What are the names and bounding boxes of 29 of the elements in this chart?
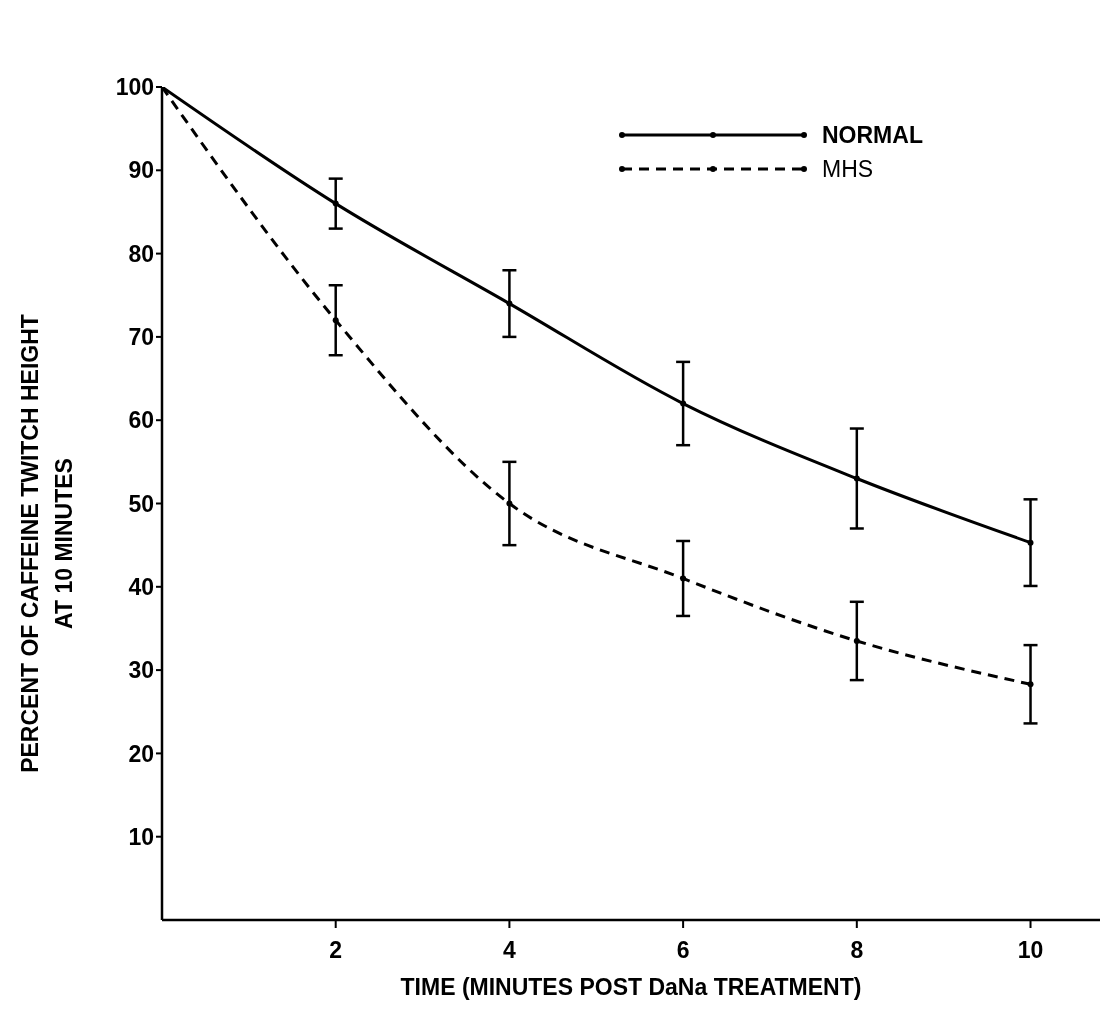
y-tick-label: 10 — [128, 823, 154, 850]
y-tick-label: 100 — [115, 74, 154, 101]
point — [1027, 539, 1034, 546]
y-tick-label: 40 — [128, 573, 154, 600]
legend-label: MHS — [822, 155, 874, 183]
x-axis-title: TIME (MINUTES POST DaNa TREATMENT) — [400, 974, 862, 1000]
legend-label: NORMAL — [822, 121, 923, 149]
point — [853, 637, 860, 644]
y-tick-label: 90 — [128, 157, 154, 184]
x-tick-label: 8 — [850, 937, 864, 964]
x-tick-label: 4 — [503, 937, 517, 964]
y-tick-label: 80 — [128, 240, 154, 267]
y-tick-label: 20 — [128, 740, 154, 767]
y-tick-label: 30 — [128, 657, 154, 684]
x-tick-label: 10 — [1017, 937, 1044, 964]
y-tick-label: 70 — [128, 324, 154, 351]
point — [332, 200, 339, 207]
y-tick-label: 60 — [128, 407, 154, 434]
point — [680, 400, 687, 407]
x-tick-label: 2 — [329, 937, 343, 964]
point — [506, 500, 513, 507]
point — [506, 300, 513, 307]
point — [1027, 681, 1034, 688]
x-tick-label: 6 — [676, 937, 690, 964]
y-tick-label: 50 — [128, 490, 154, 517]
y-axis-title: PERCENT OF CAFFEINE TWITCH HEIGHT AT 10 MINUTES — [17, 314, 77, 773]
point — [853, 475, 860, 482]
point — [332, 317, 339, 324]
point — [680, 575, 687, 582]
